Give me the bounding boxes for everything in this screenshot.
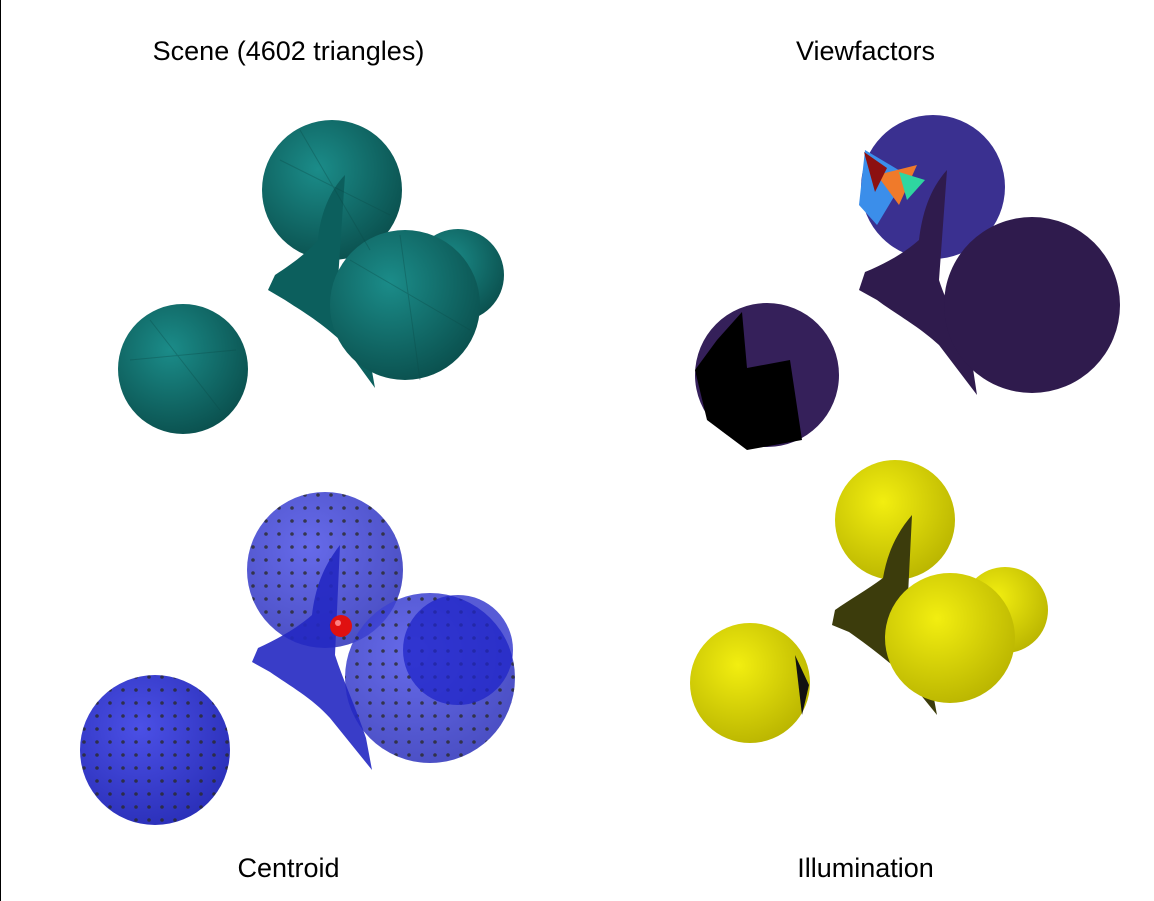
scene-render [118,120,504,434]
i-shadow-edge [795,655,809,715]
sphere-small [118,304,248,434]
vf-red-facet [864,152,887,192]
centroid-marker [330,615,352,637]
centroid-panel-title: Centroid [237,853,340,883]
centroid-render [80,492,515,825]
i-sphere-large [885,573,1015,703]
left-frame-border [0,0,1,901]
vf-cat [859,170,977,395]
centroid-panel: Centroid [0,450,577,900]
vf-sphere-large [944,217,1120,393]
scene-panel: Scene (4602 triangles) [0,0,577,450]
mesh-facets [129,129,471,411]
c-cat [252,545,372,770]
i-sphere-small [690,623,810,743]
vf-sphere-top [861,115,1005,259]
illumination-render [690,460,1048,743]
sphere-top [262,120,402,260]
viewfactors-render [695,115,1120,450]
illumination-panel-title: Illumination [797,853,934,883]
i-sphere-top [835,460,955,580]
viewfactors-panel-title: Viewfactors [795,36,936,66]
vf-shadow-region [695,312,802,450]
vf-green-facet [899,172,925,200]
c-sphere-back [403,595,513,705]
viewfactors-panel: Viewfactors [577,0,1154,450]
scene-panel-title: Scene (4602 triangles) [152,36,425,66]
sphere-large [330,230,480,380]
illumination-panel: Illumination [577,450,1154,900]
